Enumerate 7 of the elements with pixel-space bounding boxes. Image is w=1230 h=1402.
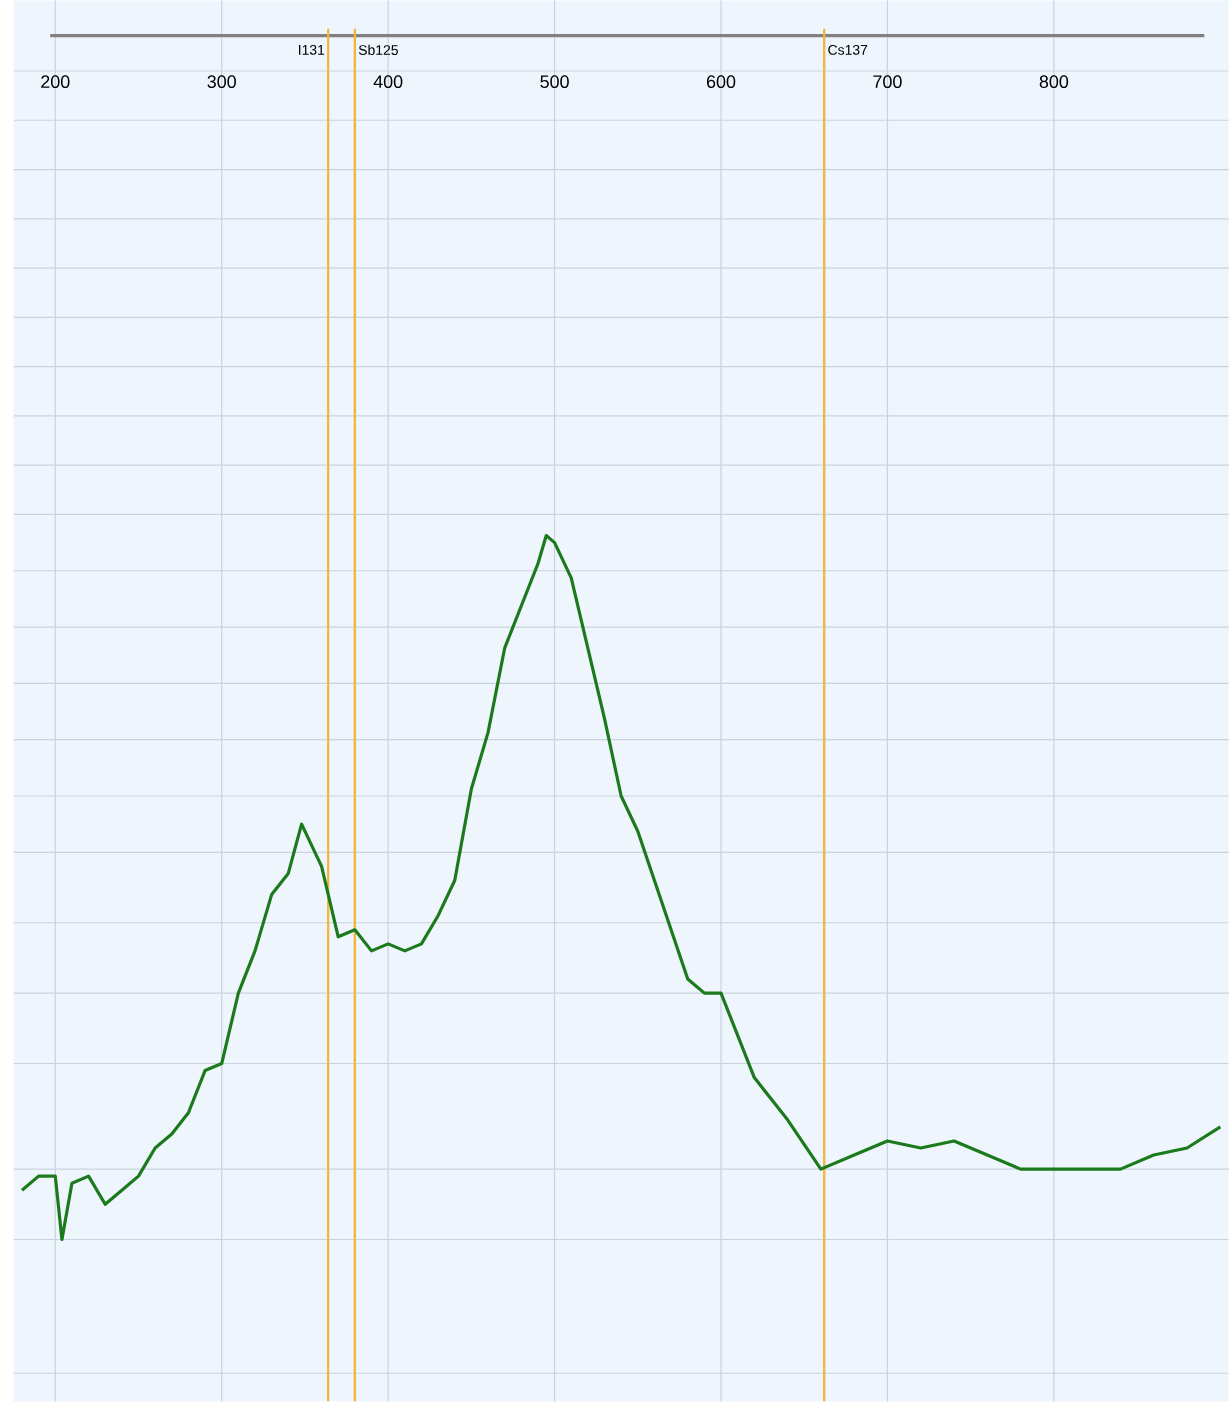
x-tick-label: 400 bbox=[373, 75, 403, 89]
x-tick-label: 500 bbox=[540, 75, 570, 89]
x-tick-label: 700 bbox=[873, 75, 903, 89]
x-tick-label: 800 bbox=[1040, 75, 1069, 89]
x-tick-label: 600 bbox=[707, 75, 736, 89]
x-tick-label: 200 bbox=[41, 75, 70, 89]
x-tick-label: 300 bbox=[207, 75, 237, 89]
